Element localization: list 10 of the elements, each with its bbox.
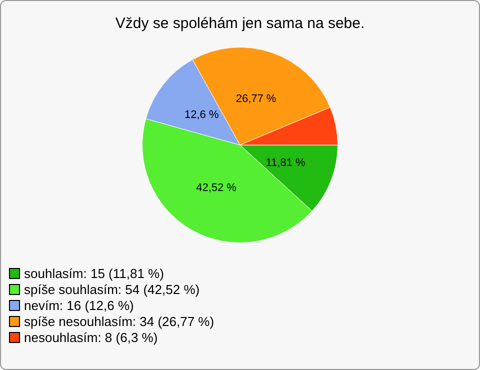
chart-title: Vždy se spoléhám jen sama na sebe. xyxy=(115,15,365,32)
legend-label: nesouhlasím: 8 (6,3 %) xyxy=(23,329,159,345)
legend-label: nevím: 16 (12,6 %) xyxy=(23,297,135,313)
data-label: 12,6 % xyxy=(184,108,219,121)
legend-label: spíše nesouhlasím: 34 (26,77 %) xyxy=(23,313,214,329)
legend-label: souhlasím: 15 (11,81 %) xyxy=(23,265,165,281)
legend-label: spíše souhlasím: 54 (42,52 %) xyxy=(23,281,201,297)
data-label: 42,52 % xyxy=(196,182,237,194)
data-label: 26,77 % xyxy=(236,92,276,105)
data-label: 11,81 % xyxy=(266,156,306,169)
